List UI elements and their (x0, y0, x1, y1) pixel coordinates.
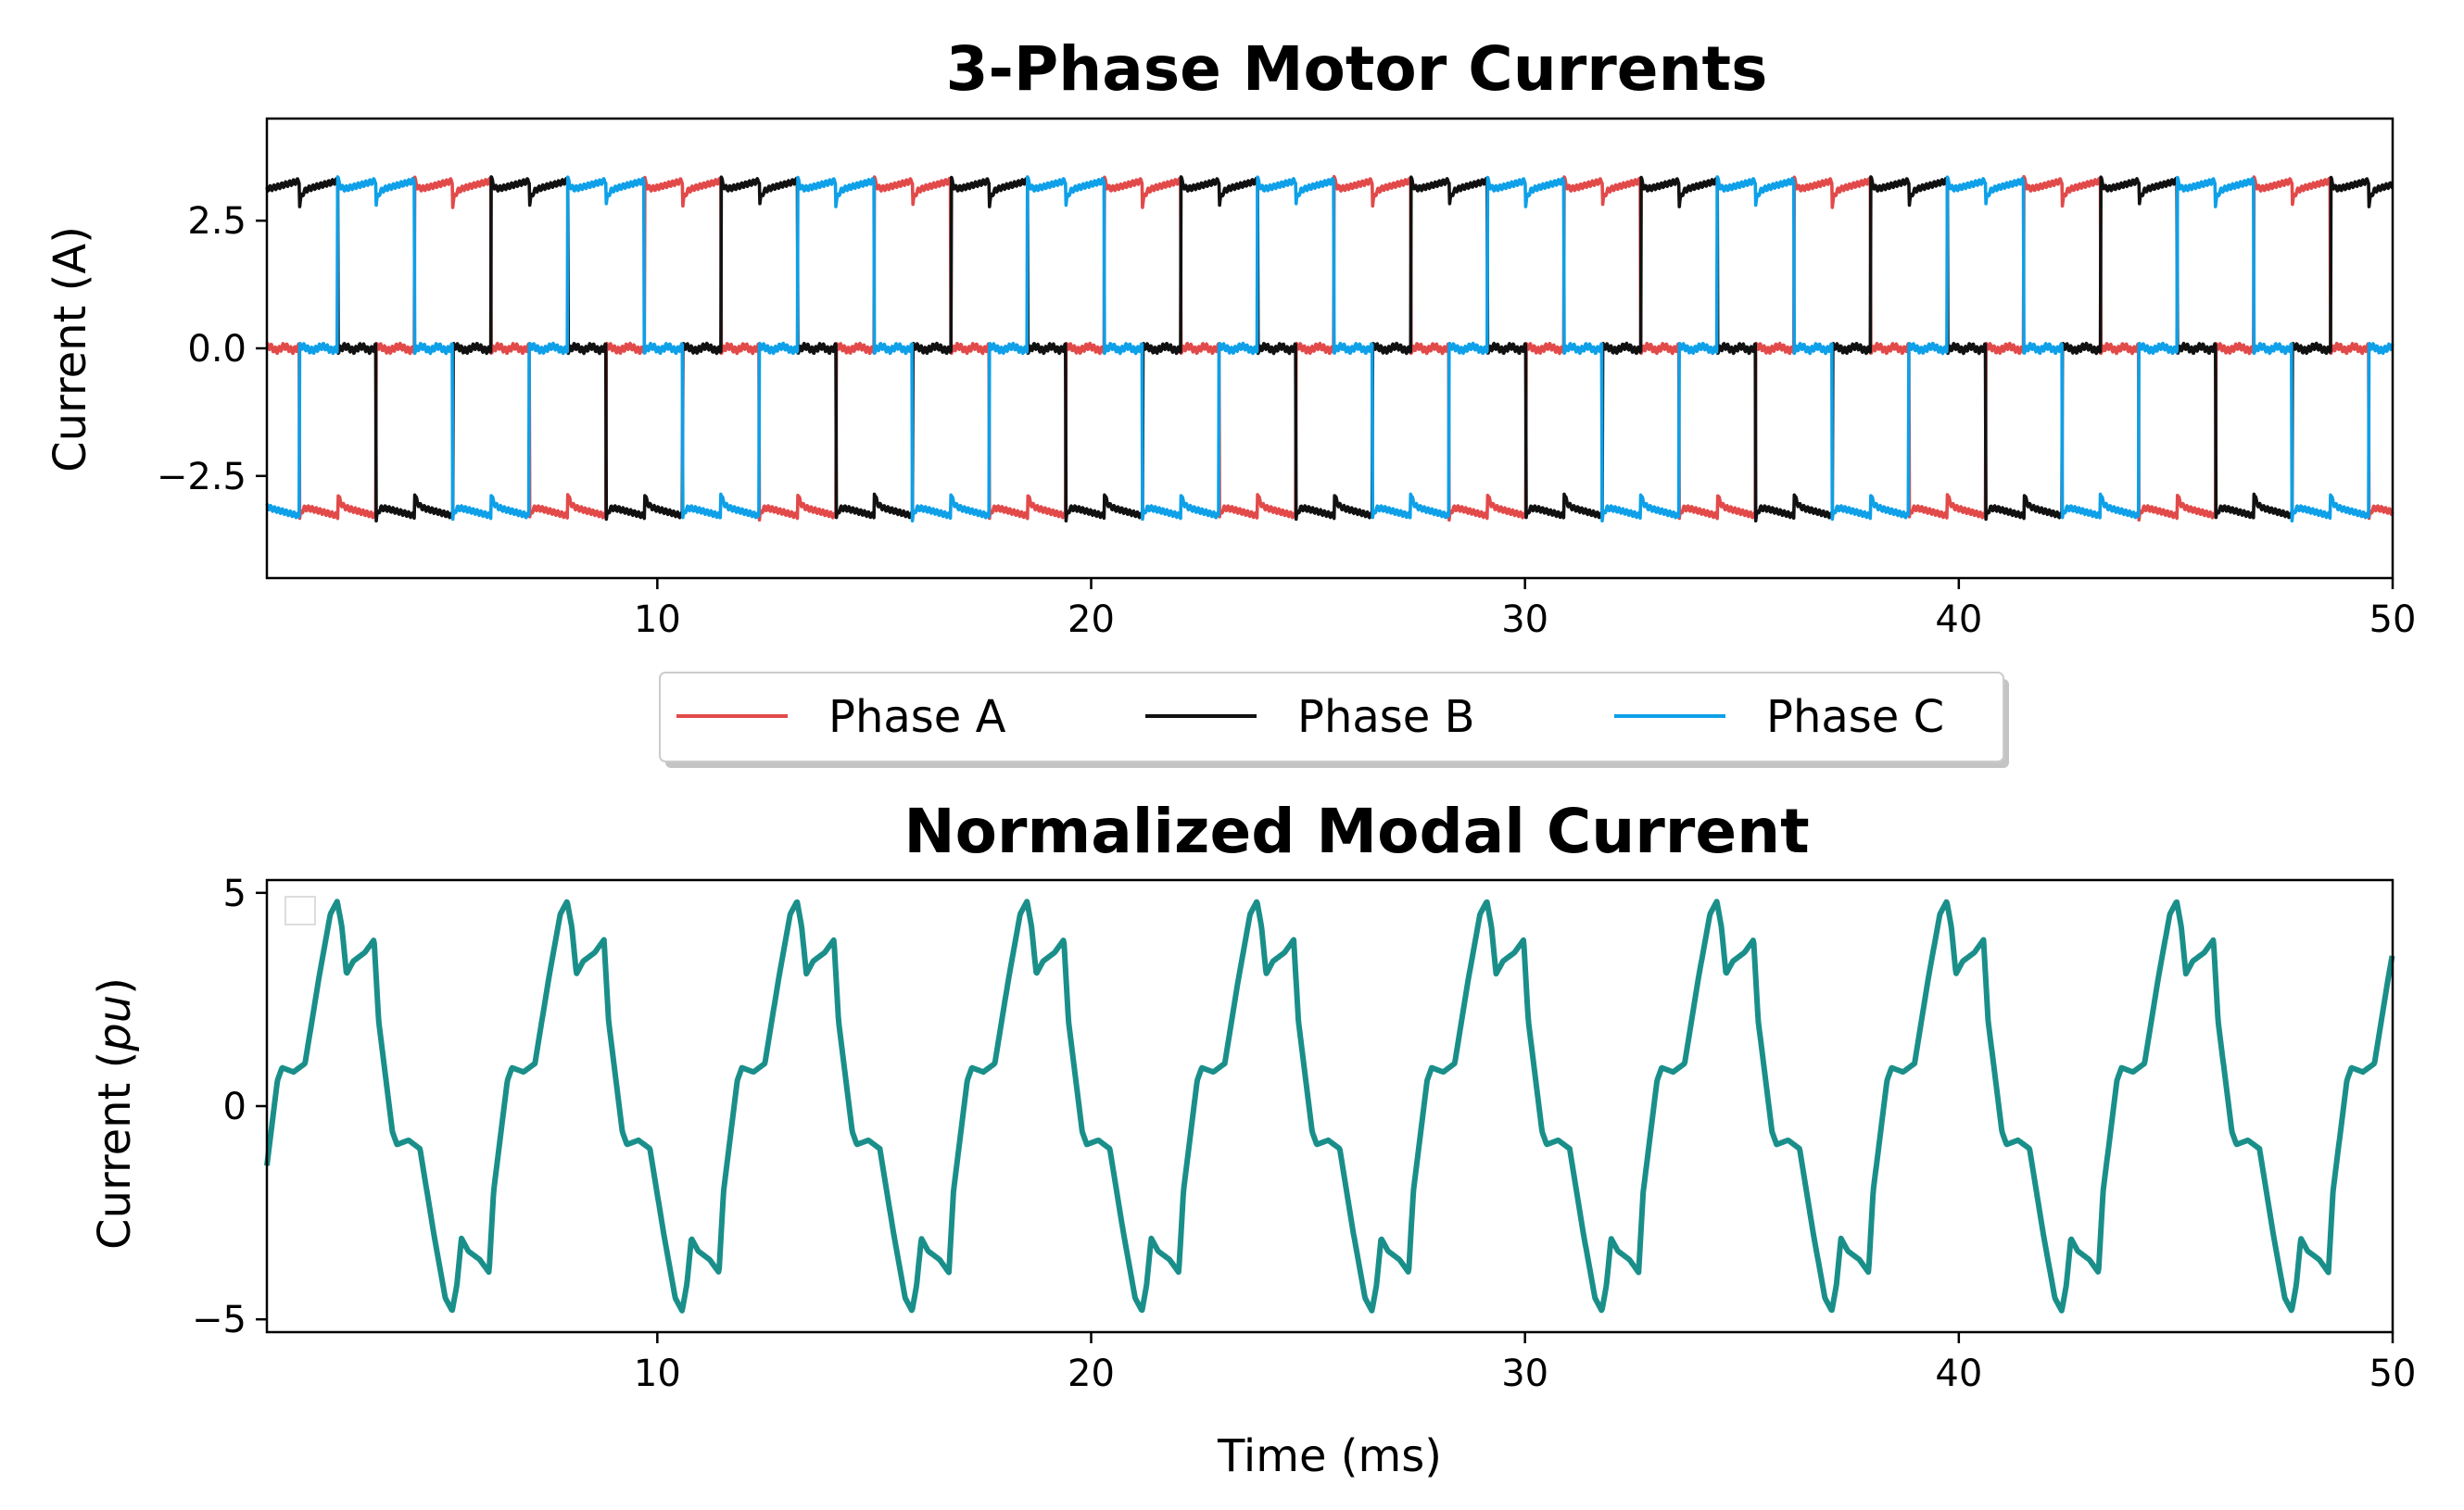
phase-chart-title: 3-Phase Motor Currents (946, 33, 1768, 105)
phase-legend: Phase A Phase B Phase C (659, 672, 2009, 768)
x-tick-label: 50 (2369, 598, 2417, 641)
x-tick-label: 50 (2369, 1353, 2417, 1395)
series-phase-b (265, 175, 2395, 523)
modal-chart-title: Normalized Modal Current (903, 796, 1809, 867)
x-tick-label: 40 (1935, 598, 1982, 641)
series-modal-current (264, 899, 2395, 1314)
legend-box (659, 672, 2004, 762)
x-tick-label: 20 (1068, 1353, 1115, 1395)
phase-currents-chart: 3-Phase Motor Currents Current (A) 10 20 3… (44, 33, 2416, 641)
x-tick-label: 30 (1501, 1353, 1548, 1395)
phase-chart-ylabel: Current (A) (44, 226, 96, 472)
modal-chart-ylabel: Current (pu) (89, 977, 141, 1250)
y-tick-label: 0.0 (187, 328, 246, 371)
phase-series-group (265, 174, 2395, 523)
x-tick-label: 30 (1501, 598, 1548, 641)
x-tick-label: 40 (1935, 1353, 1982, 1395)
modal-ylabel-italic: pu (89, 995, 141, 1052)
series-phase-c (265, 175, 2395, 523)
modal-chart-xlabel: Time (ms) (1217, 1430, 1442, 1482)
x-tick-label: 10 (634, 598, 681, 641)
x-tick-label: 10 (634, 1353, 681, 1395)
modal-current-chart: Normalized Modal Current Current (pu) 10… (89, 796, 2416, 1482)
modal-ylabel-close: ) (89, 977, 141, 995)
series-phase-a (265, 174, 2395, 522)
y-tick-label: −2.5 (157, 456, 246, 498)
y-tick-label: 5 (223, 873, 246, 915)
modal-plot-area (265, 878, 2395, 1334)
modal-series-group (264, 899, 2395, 1314)
y-tick-label: 0 (223, 1086, 246, 1128)
legend-label-phase-c: Phase C (1766, 691, 1944, 743)
phase-axes: 10 20 30 40 50 2.5 0.0 −2.5 (157, 200, 2417, 641)
legend-label-phase-a: Phase A (828, 691, 1006, 743)
empty-legend-box (284, 896, 316, 925)
legend-label-phase-b: Phase B (1297, 691, 1475, 743)
y-tick-label: −5 (192, 1299, 246, 1341)
x-tick-label: 20 (1068, 598, 1115, 641)
y-tick-label: 2.5 (187, 200, 246, 243)
modal-ylabel-plain: Current ( (89, 1051, 141, 1250)
